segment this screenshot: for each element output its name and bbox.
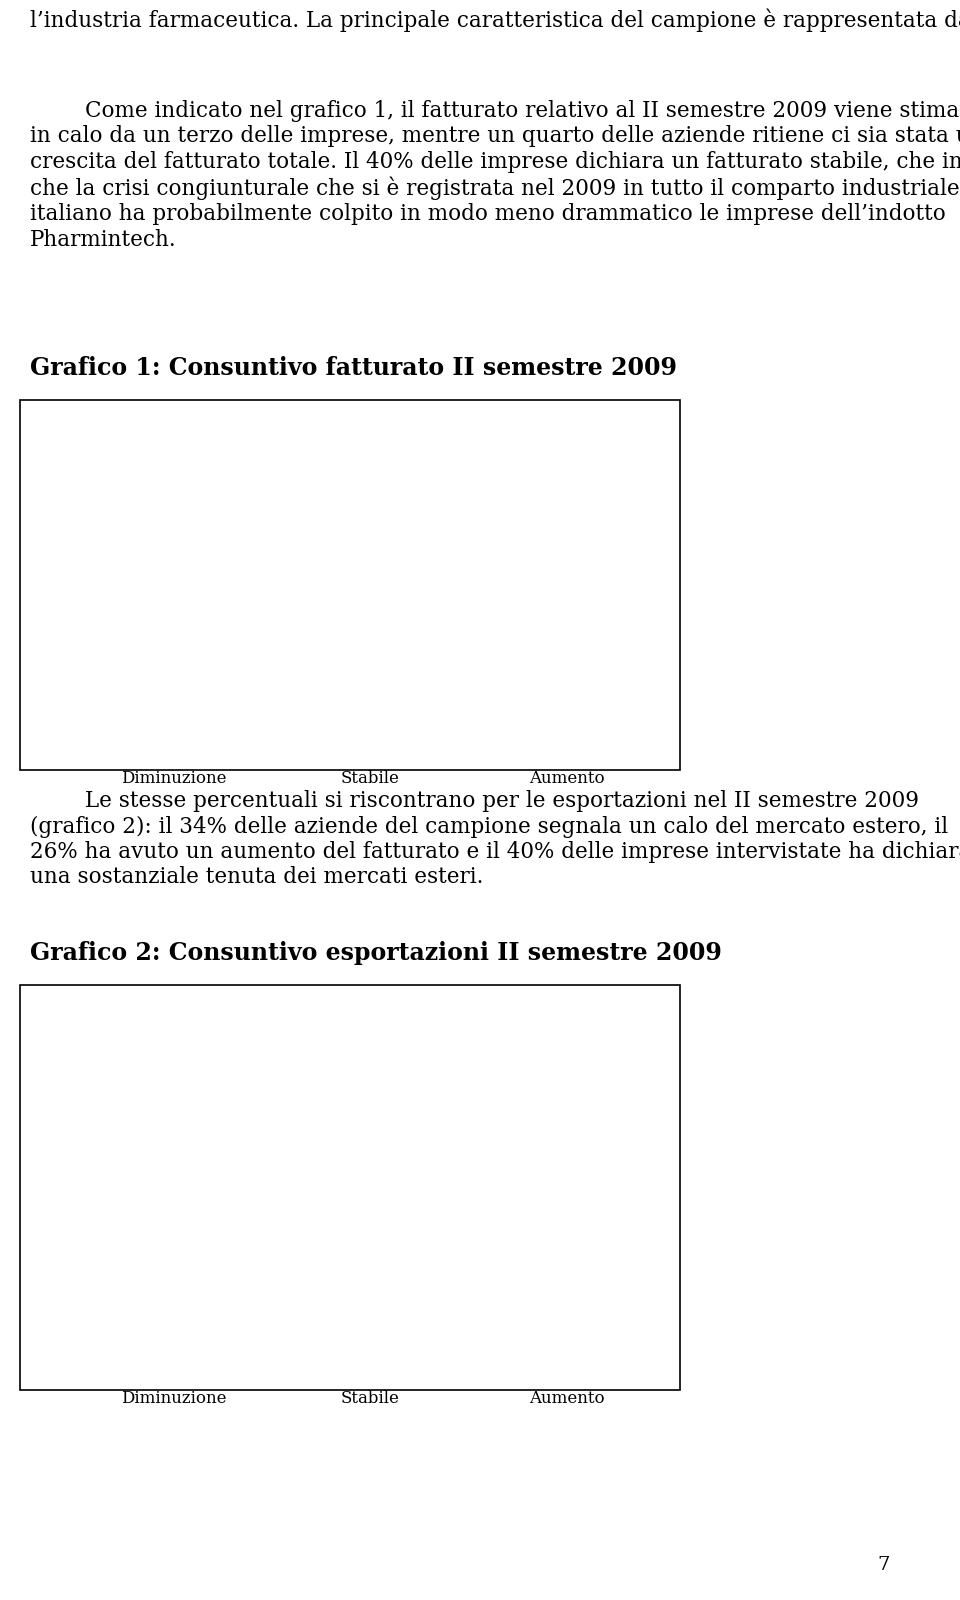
Bar [513, 1182, 621, 1379]
Text: Le stesse percentuali si riscontrano per le esportazioni nel II semestre 2009
(g: Le stesse percentuali si riscontrano per… [30, 790, 960, 888]
Bar [119, 1126, 228, 1379]
Bar [513, 587, 621, 760]
Bar [316, 482, 424, 760]
Text: l’industria farmaceutica. La principale caratteristica del campione è rappresent: l’industria farmaceutica. La principale … [30, 8, 960, 32]
Bar [316, 1086, 424, 1379]
Text: Come indicato nel grafico 1, il fatturato relativo al II semestre 2009 viene sti: Come indicato nel grafico 1, il fatturat… [30, 99, 960, 251]
Text: 7: 7 [877, 1555, 889, 1574]
Text: Esportazioni II semestre 2009 (var. rispetto I sem.2009): Esportazioni II semestre 2009 (var. risp… [113, 1005, 587, 1021]
Bar [119, 530, 228, 760]
Text: Grafico 2: Consuntivo esportazioni II semestre 2009: Grafico 2: Consuntivo esportazioni II se… [30, 941, 722, 965]
Text: Fatturato II semestre 2009 (var. su I sem.2009): Fatturato II semestre 2009 (var. su I se… [151, 416, 550, 434]
Text: Grafico 1: Consuntivo fatturato II semestre 2009: Grafico 1: Consuntivo fatturato II semes… [30, 357, 677, 381]
